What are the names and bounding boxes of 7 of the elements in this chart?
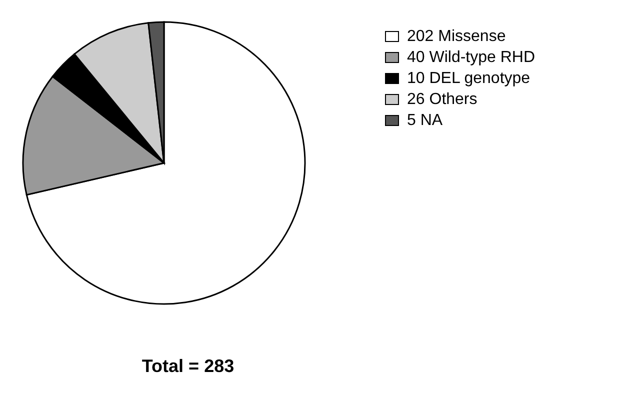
- legend-label: 40 Wild-type RHD: [407, 48, 536, 68]
- pie-slice: [26, 21, 306, 304]
- text: Total = 283: [140, 356, 236, 377]
- legend-label: 26 Others: [407, 90, 478, 110]
- legend-label: 5 NA: [407, 111, 443, 131]
- legend-label: 10 DEL genotype: [407, 69, 530, 89]
- legend-label: 202 Missense: [407, 27, 506, 47]
